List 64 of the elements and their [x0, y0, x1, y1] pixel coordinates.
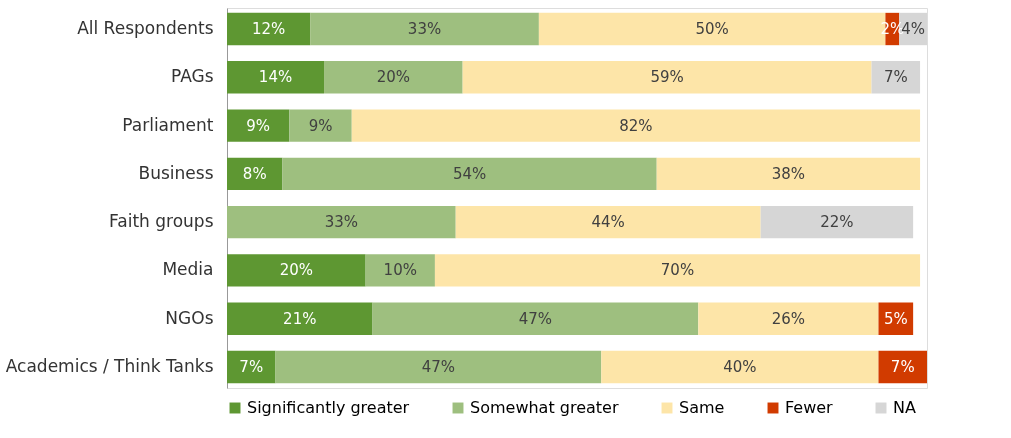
bar	[289, 109, 352, 142]
data-label: 82%	[619, 116, 653, 135]
bar	[455, 205, 761, 239]
legend-label: Somewhat greater	[470, 398, 619, 417]
bar	[227, 350, 276, 384]
data-label: 4%	[901, 20, 926, 38]
data-label: 9%	[246, 116, 271, 135]
y-tick-label: Parliament	[122, 114, 214, 135]
bar	[878, 350, 927, 384]
y-tick-label: Business	[138, 162, 214, 183]
bar	[227, 61, 325, 94]
data-label: 14%	[258, 68, 293, 87]
data-label: 38%	[771, 164, 806, 183]
y-tick-label: Faith groups	[109, 211, 214, 232]
data-label: 47%	[421, 358, 456, 376]
data-label: 20%	[279, 261, 313, 280]
bar	[227, 254, 366, 287]
bar	[227, 12, 311, 46]
bar	[275, 350, 602, 384]
legend-label: Fewer	[785, 398, 834, 417]
data-label: 40%	[723, 358, 757, 376]
data-label: 12%	[251, 20, 286, 38]
data-label: 7%	[883, 68, 908, 87]
data-label: 59%	[650, 68, 684, 87]
bar	[227, 205, 456, 239]
data-label: 33%	[324, 213, 359, 232]
bar	[656, 157, 921, 191]
bar	[434, 254, 921, 287]
data-label: 8%	[242, 164, 267, 183]
y-tick-label: All Respondents	[77, 18, 214, 38]
y-tick-label: Media	[162, 259, 214, 280]
data-label: 47%	[518, 309, 553, 328]
bar	[462, 61, 872, 94]
data-label: 7%	[239, 358, 264, 376]
data-label: 26%	[771, 309, 806, 328]
data-label: 22%	[820, 213, 854, 232]
bar	[372, 302, 699, 335]
bar	[324, 61, 463, 94]
legend-label: Significantly greater	[247, 398, 410, 417]
bar	[365, 254, 435, 287]
y-tick-label: PAGs	[170, 66, 214, 87]
y-tick-label: NGOs	[165, 307, 214, 328]
data-label: 21%	[283, 309, 317, 328]
bar	[760, 205, 914, 239]
bar	[351, 109, 921, 142]
bar	[227, 302, 373, 335]
data-label: 33%	[407, 20, 442, 38]
data-label: 54%	[452, 164, 487, 183]
legend-label: Same	[679, 398, 725, 417]
bar	[601, 350, 879, 384]
bar	[282, 157, 657, 191]
data-label: 50%	[695, 20, 729, 38]
data-label: 7%	[890, 358, 915, 376]
bar	[310, 12, 539, 46]
data-label: 5%	[883, 309, 908, 328]
y-tick-label: Academics / Think Tanks	[5, 356, 214, 376]
data-label: 10%	[383, 261, 417, 280]
data-label: 44%	[591, 213, 625, 232]
data-label: 20%	[376, 68, 411, 87]
legend-label: NA	[893, 398, 916, 417]
bar	[698, 302, 879, 335]
data-label: 9%	[308, 116, 333, 135]
data-label: 70%	[660, 261, 695, 280]
bar	[227, 109, 290, 142]
